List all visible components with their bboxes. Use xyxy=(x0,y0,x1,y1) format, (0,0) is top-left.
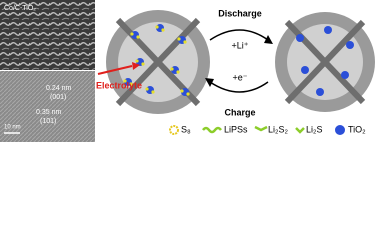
legend-icon xyxy=(295,127,305,134)
scale-label: 10 nm xyxy=(4,125,21,131)
charge-arrow-head xyxy=(205,78,214,87)
figure: Co/C-TiO₂ 0.24 nm (001) 0.35 nm (101) 10… xyxy=(0,0,378,142)
carbon-host-left xyxy=(106,10,210,114)
electron-label: +e⁻ xyxy=(232,72,247,82)
legend-label: S₈ xyxy=(181,124,191,134)
electrolyte-label: Electrolyte xyxy=(96,80,142,90)
legend-icon xyxy=(254,125,268,132)
legend-label: Li₂S xyxy=(306,124,323,134)
page: Co/C-TiO₂ 0.24 nm (001) 0.35 nm (101) 10… xyxy=(0,0,378,142)
tem-label: 0.35 nm xyxy=(36,109,61,116)
discharge-arrow xyxy=(209,29,269,41)
carbon-host-right xyxy=(275,12,375,112)
legend-label: TiO₂ xyxy=(348,124,366,134)
legend-icon xyxy=(169,125,179,135)
tem-label: (001) xyxy=(50,94,66,101)
electrolyte-arrow-head xyxy=(132,62,140,70)
sem-image xyxy=(0,0,95,70)
electrolyte-arrow xyxy=(97,65,133,75)
legend-icon xyxy=(335,125,345,135)
charge-arrow xyxy=(209,81,269,93)
charge-label: Charge xyxy=(224,107,255,117)
tem-label: 0.24 nm xyxy=(46,85,71,92)
legend-box xyxy=(166,120,378,140)
discharge-label: Discharge xyxy=(218,8,262,18)
legend-label: LiPSs xyxy=(224,124,248,134)
legend-icon xyxy=(202,126,222,134)
sem-label: Co/C-TiO₂ xyxy=(4,5,36,12)
tem-image xyxy=(0,71,95,142)
lithium-label: +Li⁺ xyxy=(231,40,248,50)
discharge-arrow-head xyxy=(264,35,273,44)
tem-label: (101) xyxy=(40,118,56,125)
legend-label: Li₂S₂ xyxy=(268,124,289,134)
